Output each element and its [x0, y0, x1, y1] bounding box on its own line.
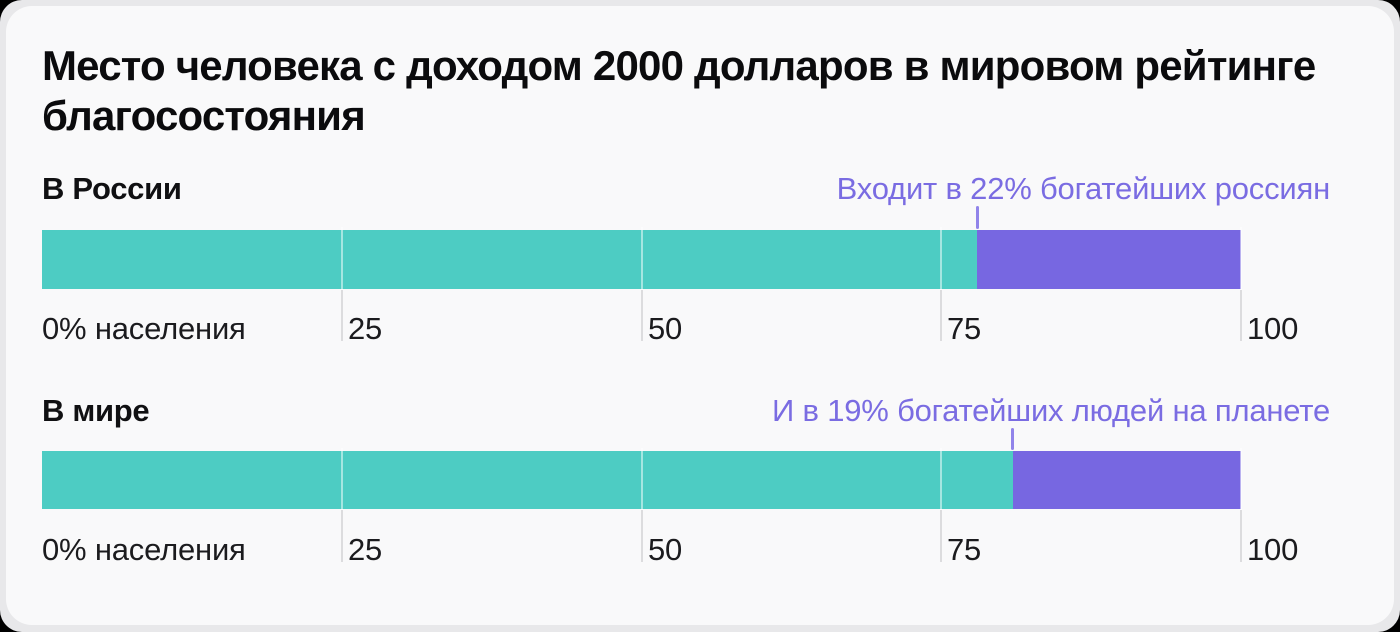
gridline-50 — [641, 227, 643, 341]
callout-tick-world — [1011, 428, 1014, 450]
axis-tick-50: 50 — [648, 311, 683, 346]
bar-russia — [42, 230, 1241, 289]
bar-russia-segment-below — [42, 230, 978, 289]
gridline-75 — [940, 227, 942, 341]
card-background — [6, 6, 1394, 625]
annotation-russia: Входит в 22% богатейших россиян — [836, 171, 1331, 206]
axis-tick-25: 25 — [348, 532, 383, 567]
axis-tick-100: 100 — [1247, 311, 1299, 346]
row-label-world: В мире — [42, 393, 150, 428]
annotation-world: И в 19% богатейших людей на планете — [772, 393, 1330, 428]
row-label-russia: В России — [42, 171, 182, 206]
gridline-25 — [341, 448, 343, 562]
axis-tick-100: 100 — [1247, 532, 1299, 567]
axis-tick-50: 50 — [648, 532, 683, 567]
bar-world — [42, 451, 1241, 509]
gridline-25 — [341, 227, 343, 341]
chart-title: Место человека с доходом 2000 долларов в… — [42, 42, 1316, 139]
gridline-75 — [940, 448, 942, 562]
gridline-50 — [641, 448, 643, 562]
gridline-100 — [1240, 448, 1242, 562]
axis-tick-75: 75 — [947, 311, 982, 346]
bar-world-segment-richest — [1013, 451, 1241, 509]
gridline-100 — [1240, 227, 1242, 341]
axis-origin-label: 0% населения — [42, 532, 246, 567]
bar-world-segment-below — [42, 451, 1014, 509]
callout-tick-russia — [976, 206, 979, 229]
axis-tick-25: 25 — [348, 311, 383, 346]
axis-origin-label: 0% населения — [42, 311, 246, 346]
axis-tick-75: 75 — [947, 532, 982, 567]
bar-russia-segment-richest — [977, 230, 1241, 289]
